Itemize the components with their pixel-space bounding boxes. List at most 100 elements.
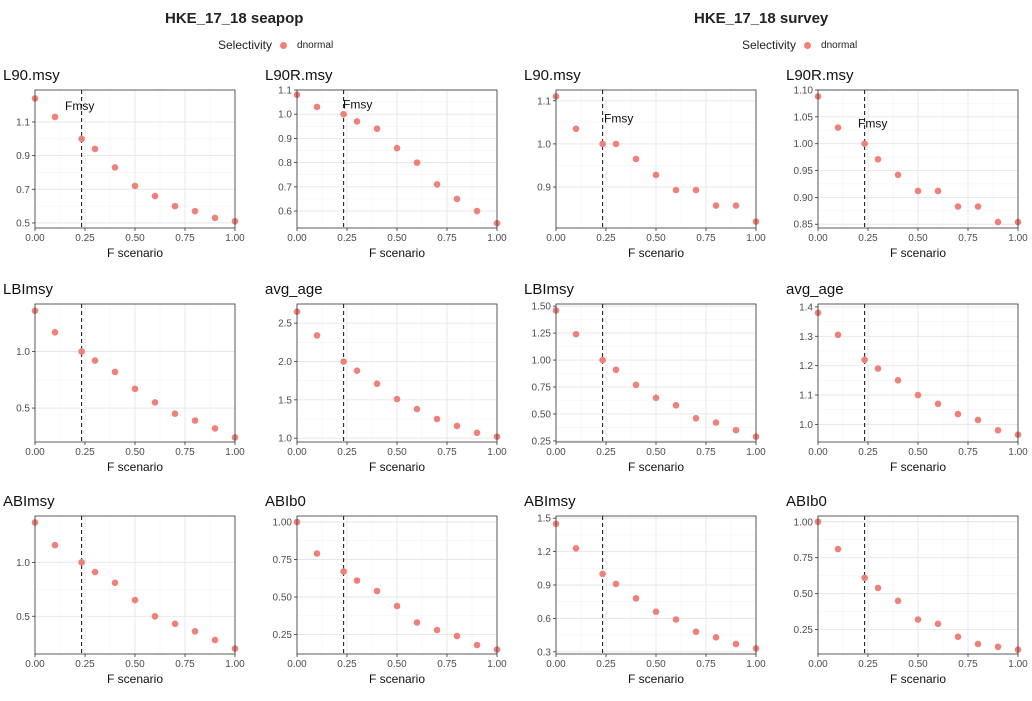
data-point — [599, 570, 606, 578]
data-point — [861, 356, 868, 364]
data-point — [413, 159, 421, 166]
data-point — [131, 385, 139, 393]
data-point — [834, 124, 842, 131]
grid — [817, 89, 1019, 228]
x-tick-label: 0.50 — [646, 659, 666, 670]
legend-key-dot — [804, 41, 812, 49]
data-point — [652, 608, 660, 616]
x-tick-label: 0.50 — [646, 447, 666, 458]
data-point — [572, 125, 580, 133]
y-tick-label: 1.0 — [16, 558, 30, 569]
data-point — [211, 425, 219, 432]
x-tick-label: 0.75 — [437, 233, 457, 244]
y-tick-label: 1.4 — [799, 302, 813, 313]
x-tick-label: 1.00 — [487, 233, 507, 244]
x-tick-label: 0.50 — [387, 447, 407, 458]
grid — [817, 516, 1019, 654]
panel-7: avg_age 0.00 0.25 0.50 0.75 1.00 1.0 1.1 1.2 1.3 1… — [786, 278, 1028, 478]
y-tick-label: 1.3 — [799, 332, 813, 343]
legend-label: dnormal — [821, 39, 858, 51]
y-tick-label: 0.50 — [273, 593, 293, 604]
panel-border — [817, 89, 1019, 229]
panel-svg: L90.msy 0.00 0.25 0.50 0.75 1.00 0.9 1.0 1.1 F sc… — [524, 67, 766, 260]
y-tick-label: 1.00 — [794, 139, 814, 150]
x-tick-label: 0.00 — [287, 233, 307, 244]
y-tick-label: 0.9 — [278, 134, 292, 145]
panel-0: L90.msy 0.00 0.25 0.50 0.75 1.00 0.5 0.7 0.9 1.1 F… — [3, 64, 245, 264]
data-point — [340, 110, 347, 118]
data-point — [51, 541, 59, 549]
y-tick-label: 1.00 — [273, 518, 293, 529]
x-tick-label: 0.75 — [958, 233, 978, 244]
y-tick-label: 1.1 — [799, 391, 813, 402]
x-tick-label: 0.75 — [696, 659, 716, 670]
x-tick-label: 0.50 — [125, 233, 145, 244]
x-tick-label: 0.50 — [387, 233, 407, 244]
y-tick-label: 0.85 — [794, 220, 814, 231]
y-tick-label: 2.5 — [278, 319, 292, 330]
y-tick-label: 1.5 — [537, 514, 551, 525]
y-tick-label: 0.75 — [532, 383, 552, 394]
grid — [555, 516, 757, 654]
data-point — [894, 171, 902, 179]
data-point — [433, 626, 441, 634]
panel-svg: avg_age 0.00 0.25 0.50 0.75 1.00 1.0 1.1 1.2 1.3 1… — [786, 281, 1028, 474]
data-point — [473, 207, 481, 215]
x-tick-label: 0.50 — [387, 659, 407, 670]
x-tick-label: 0.25 — [75, 233, 95, 244]
y-tick-label: 0.3 — [537, 647, 551, 658]
panel-title: avg_age — [786, 281, 844, 298]
data-point — [874, 584, 882, 592]
panel-title: L90.msy — [3, 67, 60, 84]
data-point — [934, 400, 942, 408]
panel-svg: LBImsy 0.00 0.25 0.50 0.75 1.00 0.5 1.0 F scenar… — [3, 281, 245, 474]
data-point — [861, 574, 868, 582]
x-axis-label: F scenario — [107, 672, 163, 686]
data-point — [413, 619, 421, 626]
y-tick-label: 1.0 — [799, 420, 813, 431]
panel-border — [34, 89, 236, 229]
data-point — [353, 577, 361, 584]
y-tick-label: 0.7 — [278, 182, 292, 193]
y-tick-label: 1.1 — [278, 86, 292, 97]
x-tick-label: 0.75 — [958, 447, 978, 458]
data-point — [934, 187, 942, 195]
panel-svg: ABImsy 0.00 0.25 0.50 0.75 1.00 0.3 0.6 0.9 1.2 1.… — [524, 493, 766, 686]
y-tick-label: 1.0 — [16, 347, 30, 358]
panel-3: L90R.msy 0.00 0.25 0.50 0.75 1.00 0.85 0.90 0.95… — [786, 64, 1028, 264]
y-tick-label: 0.8 — [278, 158, 292, 169]
data-point — [453, 422, 461, 430]
y-tick-label: 0.50 — [532, 409, 552, 420]
panel-4: LBImsy 0.00 0.25 0.50 0.75 1.00 0.5 1.0 F scenar… — [3, 278, 245, 478]
data-point — [111, 368, 119, 376]
legend-seapop: Selectivity dnormal — [218, 38, 333, 52]
data-point — [632, 155, 640, 163]
x-tick-label: 0.25 — [337, 659, 357, 670]
legend-title: Selectivity — [218, 38, 273, 52]
data-point — [211, 636, 219, 644]
y-tick-label: 1.10 — [794, 86, 814, 97]
data-point — [131, 596, 139, 604]
x-tick-label: 0.25 — [858, 659, 878, 670]
panel-10: ABImsy 0.00 0.25 0.50 0.75 1.00 0.3 0.6 0.9 1.2 1.… — [524, 490, 766, 690]
x-tick-label: 0.75 — [958, 659, 978, 670]
data-point — [632, 595, 640, 602]
x-tick-label: 0.50 — [908, 447, 928, 458]
data-point — [632, 381, 640, 389]
data-point — [612, 140, 620, 148]
x-axis-label: F scenario — [107, 246, 163, 260]
data-point — [393, 395, 401, 403]
x-tick-label: 0.25 — [858, 447, 878, 458]
data-point — [51, 113, 59, 121]
data-point — [732, 426, 740, 434]
data-point — [373, 125, 381, 133]
x-axis-label: F scenario — [369, 672, 425, 686]
data-point — [894, 597, 902, 605]
x-axis-label: F scenario — [628, 460, 684, 474]
data-point — [78, 559, 85, 566]
data-point — [612, 580, 620, 588]
y-tick-label: 0.25 — [794, 625, 814, 636]
fmsy-annotation: Fmsy — [858, 117, 887, 131]
data-point — [599, 356, 606, 364]
data-point — [934, 620, 942, 628]
